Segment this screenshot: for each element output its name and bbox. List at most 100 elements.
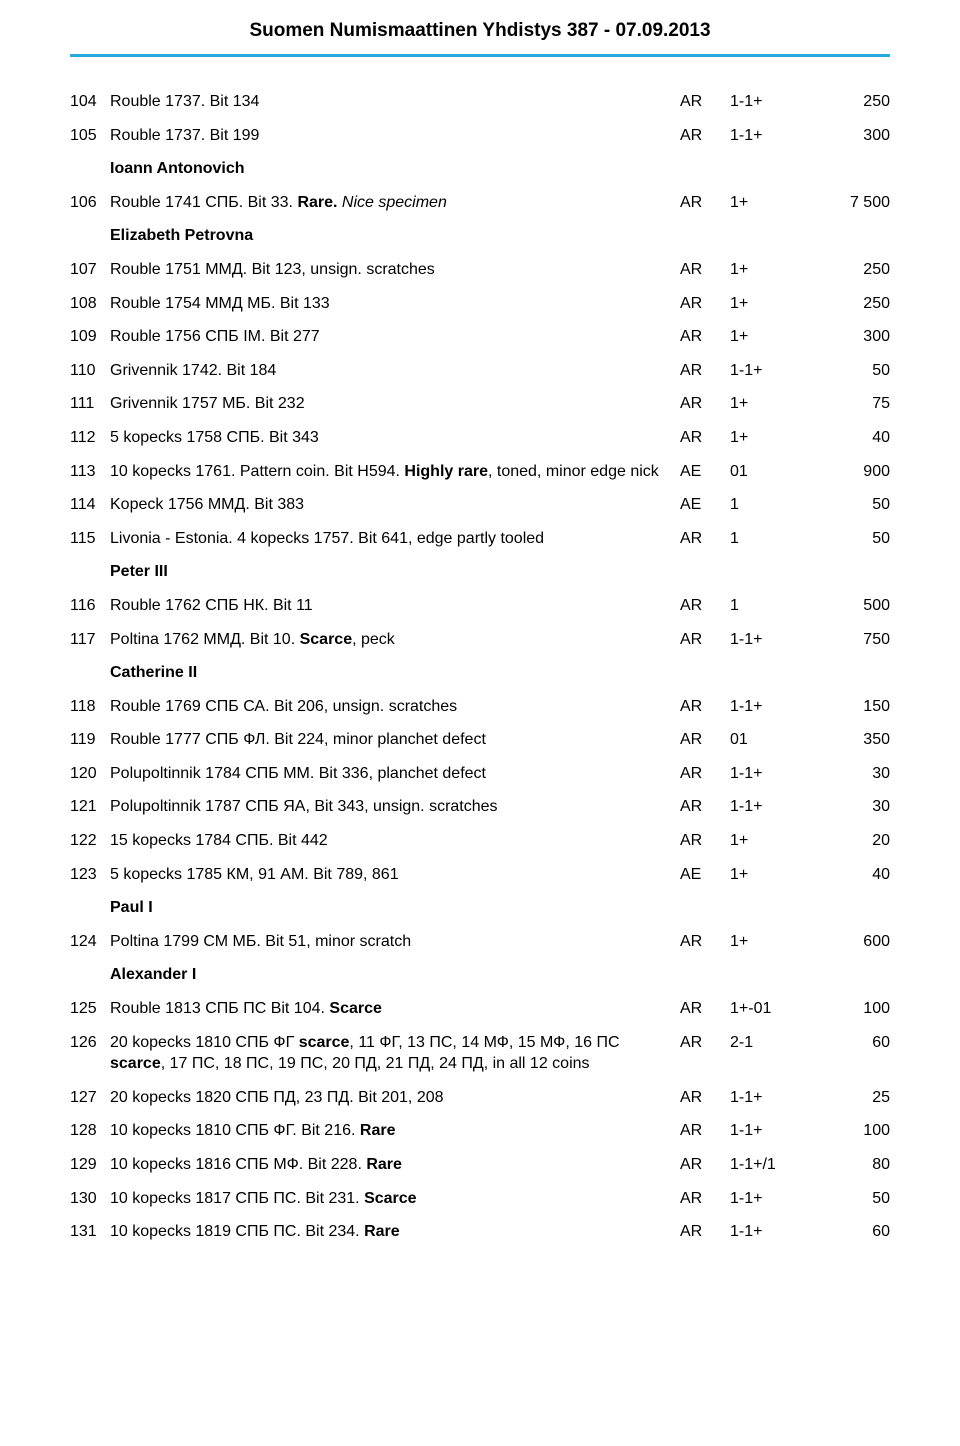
lot-description: Rouble 1777 СПБ ФЛ. Bit 224, minor planc… [110,729,680,751]
lot-price: 60 [810,1221,890,1243]
lot-description: Catherine II [110,662,680,684]
lot-price: 40 [810,864,890,886]
lot-price: 150 [810,696,890,718]
desc-segment: Rouble 1741 СПБ. Bit 33. [110,194,297,211]
table-row: 109Rouble 1756 СПБ IM. Bit 277AR1+300 [70,320,890,354]
lot-metal: AR [680,830,730,852]
lot-number: 117 [70,629,110,651]
lot-price: 60 [810,1032,890,1054]
lot-description: 10 kopecks 1817 СПБ ПС. Bit 231. Scarce [110,1188,680,1210]
lot-grade: 1+ [730,326,810,348]
lot-grade: 1-1+ [730,91,810,113]
desc-segment: Rare [366,1156,402,1173]
lot-price: 100 [810,998,890,1020]
lot-description: Poltina 1762 ММД. Bit 10. Scarce, peck [110,629,680,651]
lot-number: 128 [70,1120,110,1142]
lot-grade: 1-1+ [730,763,810,785]
desc-segment: Rouble 1751 ММД. Bit 123, unsign. scratc… [110,261,435,278]
desc-segment: Polupoltinnik 1784 СПБ ММ. Bit 336, plan… [110,765,486,782]
lot-description: Rouble 1741 СПБ. Bit 33. Rare. Nice spec… [110,192,680,214]
table-row: 125Rouble 1813 СПБ ПС Bit 104. ScarceAR1… [70,992,890,1026]
lot-metal: AR [680,427,730,449]
lot-metal: AR [680,595,730,617]
table-row: 118Rouble 1769 СПБ СА. Bit 206, unsign. … [70,690,890,724]
table-row: 104Rouble 1737. Bit 134AR1-1+250 [70,85,890,119]
lot-metal: AR [680,931,730,953]
lot-number: 124 [70,931,110,953]
lot-description: 5 kopecks 1785 КМ, 91 АМ. Bit 789, 861 [110,864,680,886]
lot-metal: AR [680,528,730,550]
lot-description: Paul I [110,897,680,919]
lot-number: 112 [70,427,110,449]
lot-price: 300 [810,326,890,348]
desc-segment: Rouble 1756 СПБ IM. Bit 277 [110,328,320,345]
lot-price: 50 [810,1188,890,1210]
table-row: 117Poltina 1762 ММД. Bit 10. Scarce, pec… [70,623,890,657]
lot-description: Rouble 1762 СПБ НК. Bit 11 [110,595,680,617]
lot-grade: 1-1+ [730,1087,810,1109]
lot-description: Kopeck 1756 ММД. Bit 383 [110,494,680,516]
desc-segment: 20 kopecks 1810 СПБ ФГ [110,1034,299,1051]
lot-metal: AR [680,1120,730,1142]
table-row: 13010 kopecks 1817 СПБ ПС. Bit 231. Scar… [70,1182,890,1216]
desc-segment: 10 kopecks 1761. Pattern coin. Bit H594. [110,463,404,480]
desc-segment: Rouble 1737. Bit 199 [110,127,259,144]
lot-grade: 01 [730,461,810,483]
desc-segment: Grivennik 1757 МБ. Bit 232 [110,395,305,412]
lot-number: 115 [70,528,110,550]
desc-segment: 5 kopecks 1758 СПБ. Bit 343 [110,429,319,446]
lot-metal: AR [680,629,730,651]
lot-number: 123 [70,864,110,886]
lot-grade: 1-1+ [730,696,810,718]
lot-description: Poltina 1799 СМ МБ. Bit 51, minor scratc… [110,931,680,953]
lot-grade: 1+-01 [730,998,810,1020]
section-header: Ioann Antonovich [70,152,890,186]
lot-price: 75 [810,393,890,415]
lot-metal: AR [680,1154,730,1176]
lot-metal: AR [680,326,730,348]
lot-description: Polupoltinnik 1784 СПБ ММ. Bit 336, plan… [110,763,680,785]
lot-number: 105 [70,125,110,147]
lot-metal: AR [680,1188,730,1210]
desc-segment: 10 kopecks 1817 СПБ ПС. Bit 231. [110,1190,364,1207]
table-row: 115Livonia - Estonia. 4 kopecks 1757. Bi… [70,522,890,556]
lot-number: 120 [70,763,110,785]
lot-metal: AR [680,696,730,718]
lot-description: Rouble 1754 ММД МБ. Bit 133 [110,293,680,315]
lot-description: 10 kopecks 1819 СПБ ПС. Bit 234. Rare [110,1221,680,1243]
table-row: 12810 kopecks 1810 СПБ ФГ. Bit 216. Rare… [70,1114,890,1148]
table-row: 11310 kopecks 1761. Pattern coin. Bit H5… [70,455,890,489]
lot-number: 125 [70,998,110,1020]
table-row: 108Rouble 1754 ММД МБ. Bit 133AR1+250 [70,287,890,321]
lot-number: 126 [70,1032,110,1054]
lot-description: Elizabeth Petrovna [110,225,680,247]
desc-segment: scarce [299,1034,350,1051]
table-row: 106Rouble 1741 СПБ. Bit 33. Rare. Nice s… [70,186,890,220]
lot-description: Livonia - Estonia. 4 kopecks 1757. Bit 6… [110,528,680,550]
lot-grade: 1-1+ [730,125,810,147]
lot-description: 10 kopecks 1816 СПБ МФ. Bit 228. Rare [110,1154,680,1176]
desc-segment: Poltina 1762 ММД. Bit 10. [110,631,300,648]
desc-segment: 10 kopecks 1810 СПБ ФГ. Bit 216. [110,1122,360,1139]
desc-segment: , 11 ФГ, 13 ПС, 14 МФ, 15 МФ, 16 ПС [349,1034,619,1051]
lot-price: 350 [810,729,890,751]
lot-grade: 1+ [730,259,810,281]
lot-metal: AR [680,729,730,751]
lot-number: 107 [70,259,110,281]
lot-price: 900 [810,461,890,483]
lot-description: Rouble 1756 СПБ IM. Bit 277 [110,326,680,348]
desc-segment: Scarce [300,631,353,648]
lot-metal: AE [680,864,730,886]
lot-metal: AR [680,1087,730,1109]
table-row: 124Poltina 1799 СМ МБ. Bit 51, minor scr… [70,925,890,959]
lot-grade: 1-1+ [730,360,810,382]
desc-segment: Rare [364,1223,400,1240]
lot-number: 110 [70,360,110,382]
lot-number: 127 [70,1087,110,1109]
lot-price: 30 [810,796,890,818]
section-header: Elizabeth Petrovna [70,219,890,253]
lot-metal: AR [680,393,730,415]
desc-segment: Livonia - Estonia. 4 kopecks 1757. Bit 6… [110,530,544,547]
table-row: 12720 kopecks 1820 СПБ ПД, 23 ПД. Bit 20… [70,1081,890,1115]
lot-price: 600 [810,931,890,953]
